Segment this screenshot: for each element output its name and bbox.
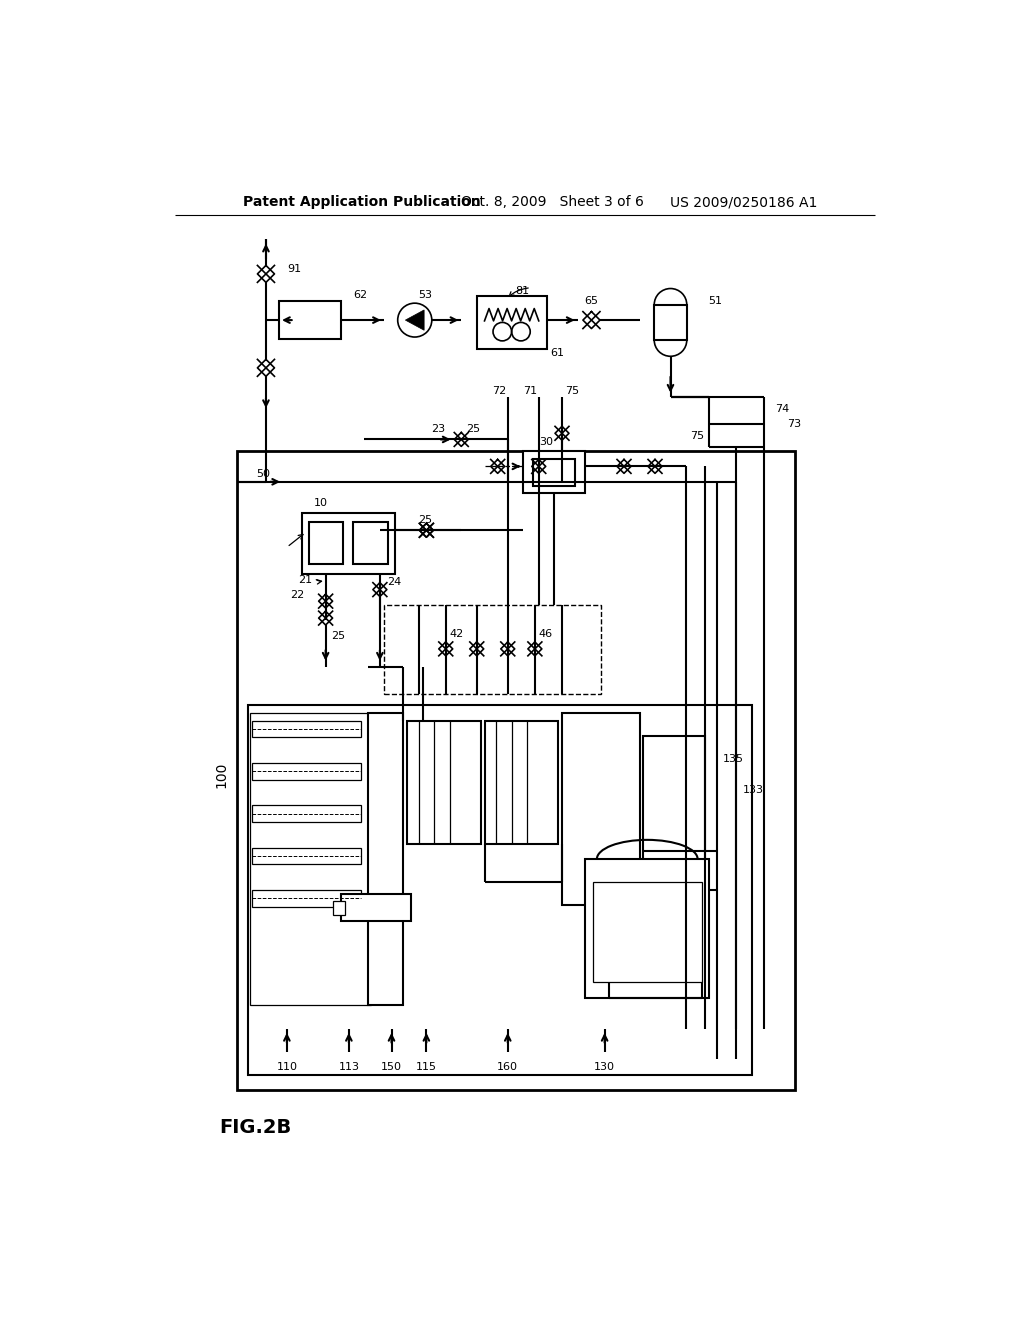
Bar [252,890,360,907]
Text: 71: 71 [523,385,538,396]
Text: 42: 42 [450,630,464,639]
Polygon shape [406,310,424,330]
Text: 91: 91 [287,264,301,273]
Text: Patent Application Publication: Patent Application Publication [243,195,480,210]
Bar [586,859,710,998]
Bar [369,713,403,1006]
Text: 113: 113 [338,1063,359,1072]
Text: 23: 23 [431,425,445,434]
Bar [532,459,575,486]
Text: 110: 110 [276,1063,297,1072]
Text: 133: 133 [742,785,764,795]
Text: 24: 24 [388,577,401,587]
Bar [407,721,480,843]
Bar [654,305,687,341]
Bar [302,512,395,574]
Bar [477,296,547,348]
Text: 75: 75 [565,385,580,396]
Text: 73: 73 [786,418,801,429]
Bar [252,721,360,738]
Text: US 2009/0250186 A1: US 2009/0250186 A1 [671,195,818,210]
Text: 51: 51 [708,296,722,306]
Bar [237,451,795,1090]
Text: 75: 75 [690,430,705,441]
Bar [308,521,343,564]
Text: 46: 46 [539,630,553,639]
Text: 25: 25 [466,425,480,434]
Bar [643,737,706,875]
Text: 160: 160 [498,1063,518,1072]
Text: 25: 25 [331,631,345,640]
Bar [562,713,640,906]
Text: 21: 21 [298,574,312,585]
Text: 150: 150 [381,1063,402,1072]
Bar [352,521,388,564]
Bar [252,763,360,780]
Text: 25: 25 [418,515,432,525]
Bar [384,605,601,693]
Text: 10: 10 [314,499,328,508]
Text: 30: 30 [540,437,554,446]
Text: 65: 65 [585,296,598,306]
Text: 74: 74 [775,404,790,413]
Text: 22: 22 [291,590,305,601]
Bar [252,805,360,822]
Text: 130: 130 [594,1063,615,1072]
Text: Oct. 8, 2009   Sheet 3 of 6: Oct. 8, 2009 Sheet 3 of 6 [461,195,644,210]
Text: 115: 115 [416,1063,437,1072]
Bar [593,882,701,982]
Text: 81: 81 [515,286,529,296]
Bar [484,721,558,843]
Text: 62: 62 [352,290,367,301]
Bar [252,847,360,865]
Bar [341,894,411,921]
Bar [251,713,371,1006]
Bar [334,902,345,915]
Bar [523,451,586,494]
Text: 100: 100 [214,762,228,788]
Bar [280,301,341,339]
Text: 61: 61 [550,348,564,358]
Bar [248,705,752,1074]
Text: FIG.2B: FIG.2B [219,1118,292,1137]
Text: 53: 53 [419,289,432,300]
Text: 50: 50 [257,469,270,479]
Text: 135: 135 [723,754,744,764]
Text: 72: 72 [492,385,506,396]
